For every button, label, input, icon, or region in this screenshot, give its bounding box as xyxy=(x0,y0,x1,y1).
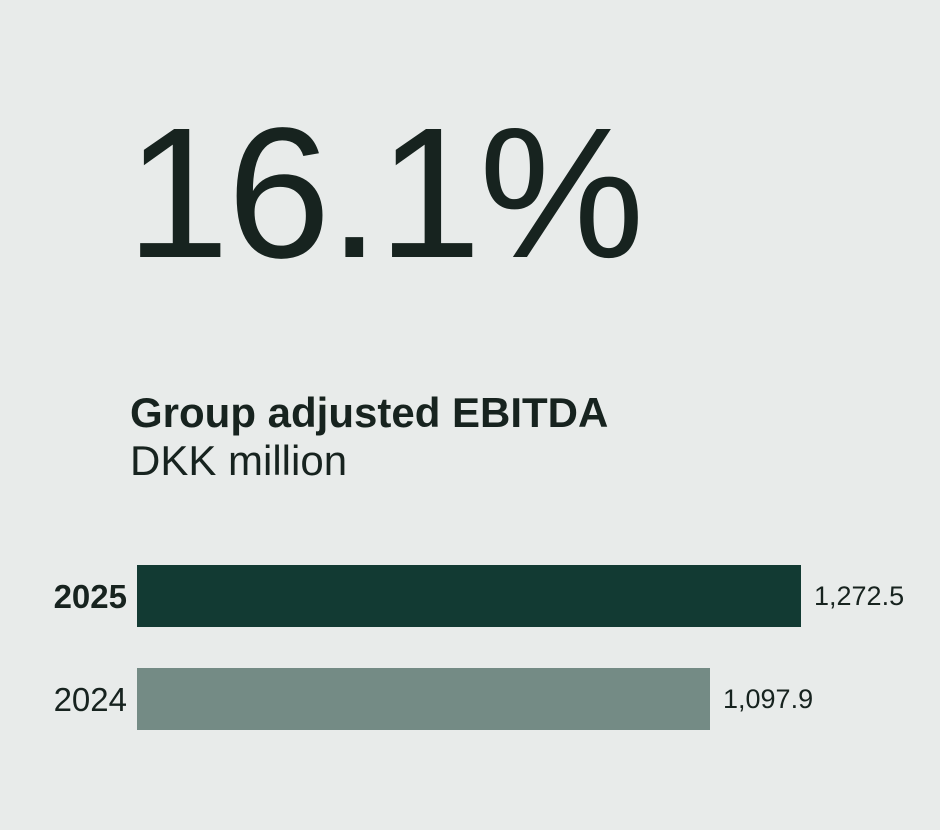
chart-title-block: Group adjusted EBITDA DKK million xyxy=(130,389,608,486)
bar-chart: 2025 1,272.5 2024 1,097.9 xyxy=(0,565,940,771)
bar-row-2025: 2025 1,272.5 xyxy=(0,565,940,627)
year-label-2025: 2025 xyxy=(53,577,127,615)
chart-unit-label: DKK million xyxy=(130,437,348,485)
year-label-2024: 2024 xyxy=(53,680,127,718)
value-label-2024: 1,097.9 xyxy=(723,683,814,714)
bar-2025 xyxy=(137,565,801,627)
bar-2024 xyxy=(137,668,710,730)
chart-title: Group adjusted EBITDA xyxy=(130,389,609,436)
headline-percentage: 16.1% xyxy=(126,90,644,297)
bar-row-2024: 2024 1,097.9 xyxy=(0,668,940,730)
value-label-2025: 1,272.5 xyxy=(814,580,905,611)
